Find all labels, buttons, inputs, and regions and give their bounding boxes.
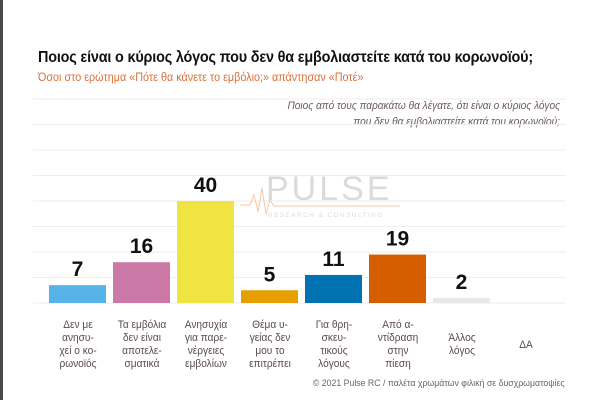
category-label-line: επιτρέπει	[248, 358, 291, 370]
bar-value-label: 5	[264, 263, 276, 286]
category-label-line: για παρε-	[184, 332, 227, 344]
category-label-line: εμβολίων	[184, 358, 227, 370]
category-label-line: αποτελε-	[121, 345, 162, 357]
category-label-line: ΔΑ	[518, 338, 533, 351]
bar	[305, 274, 362, 303]
chart-subtitle: Όσοι στο ερώτημα «Πότε θα κάνετε το εμβό…	[38, 70, 364, 84]
category-label-line: Για θρη-	[315, 319, 352, 331]
bar-value-label: 11	[322, 248, 345, 271]
category-label-line: Δεν με	[62, 319, 93, 331]
question-line-1: Ποιος από τους παρακάτω θα λέγατε, ότι ε…	[287, 100, 560, 112]
category-label-line: σματικά	[124, 358, 159, 370]
bar-value-label: 7	[72, 258, 84, 281]
watermark-brand: PULSE	[266, 170, 393, 208]
category-label-line: σκευ-	[321, 332, 346, 344]
bar	[369, 254, 426, 303]
heartbeat-line-icon	[240, 187, 400, 215]
footer-credit: © 2021 Pulse RC / παλέτα χρωμάτων φιλική…	[313, 378, 565, 389]
category-label-line: μου το	[254, 345, 285, 357]
category-label: ΔΑ	[496, 318, 555, 372]
category-label: Ανησυχία για παρε-νέργειες εμβολίων	[176, 318, 235, 372]
category-label-line: γείας δεν	[249, 332, 290, 344]
category-label: Δεν με ανησυ-χεί ο κο-ρωνοϊός	[48, 318, 107, 372]
category-label-line: Θέμα υ-	[251, 319, 288, 331]
bar-value-label: 2	[456, 271, 468, 294]
category-label-line: ανησυ-	[61, 332, 94, 344]
category-label-line: Από α-	[381, 319, 414, 331]
watermark: PULSE RESEARCH & CONSULTING	[238, 170, 390, 230]
category-label-line: Ανησυχία	[184, 319, 227, 331]
bar-value-label: 16	[130, 235, 153, 258]
category-label-line: ρωνοϊός	[58, 358, 97, 370]
category-label-line: Άλλος	[447, 332, 476, 344]
category-label: Τα εμβόλια δεν είναι αποτελε-σματικά	[112, 318, 171, 372]
window-left-edge	[0, 0, 3, 400]
category-label-line: τικούς	[319, 345, 348, 357]
category-label: Άλλος λόγος	[432, 318, 491, 372]
category-label-line: πίεση	[384, 358, 411, 370]
bar	[433, 297, 490, 303]
category-label-line: λόγους	[317, 358, 350, 370]
gridlines	[33, 98, 566, 304]
watermark-tagline: RESEARCH & CONSULTING	[268, 212, 384, 219]
category-label: Από α-ντίδραση στην πίεση	[368, 318, 427, 372]
category-label-line: χεί ο κο-	[58, 345, 97, 357]
bar	[113, 262, 170, 303]
category-label-line: Τα εμβόλια	[117, 319, 166, 331]
category-label: Για θρη-σκευ-τικούς λόγους	[304, 318, 363, 372]
category-label-line: ντίδραση	[377, 332, 418, 344]
chart-title: Ποιος είναι ο κύριος λόγος που δεν θα εμ…	[38, 49, 534, 66]
category-label-line: λόγος	[448, 345, 475, 357]
bar	[49, 285, 106, 303]
category-label-line: νέργειες	[187, 345, 224, 357]
category-label-line: δεν είναι	[122, 332, 161, 344]
category-label-line: στην	[387, 345, 408, 357]
bar	[177, 201, 234, 303]
category-label: Θέμα υ-γείας δεν μου το επιτρέπει	[240, 318, 299, 372]
bars	[49, 201, 490, 303]
value-labels: 7 16 40 5 11 19 2	[72, 174, 468, 294]
bar	[241, 290, 298, 303]
bar-value-label: 19	[386, 228, 409, 251]
pulse-logo-watermark	[240, 187, 400, 215]
bar-value-label: 40	[194, 174, 217, 197]
